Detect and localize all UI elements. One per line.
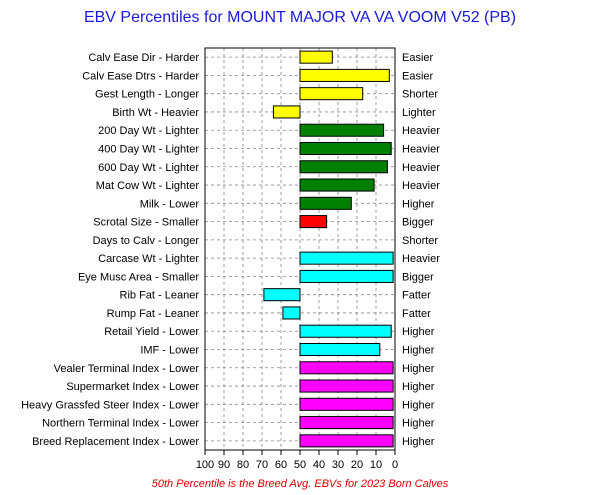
- trait-label: Gest Length - Longer: [95, 89, 199, 101]
- trait-direction-label: Lighter: [402, 107, 436, 119]
- trait-label: Retail Yield - Lower: [104, 326, 199, 338]
- trait-label: Carcase Wt - Lighter: [98, 253, 199, 265]
- trait-label: Calv Ease Dtrs - Harder: [82, 70, 199, 82]
- trait-label: Heavy Grassfed Steer Index - Lower: [21, 399, 199, 411]
- x-tick-label: 70: [256, 459, 268, 471]
- trait-label: IMF - Lower: [140, 345, 199, 357]
- percentile-bar: [299, 269, 394, 283]
- trait-direction-label: Higher: [402, 363, 435, 375]
- percentile-bar: [299, 379, 394, 393]
- trait-direction-label: Higher: [402, 326, 435, 338]
- trait-direction-label: Heavier: [402, 144, 440, 156]
- chart-title: EBV Percentiles for MOUNT MAJOR VA VA VO…: [84, 9, 516, 26]
- trait-direction-label: Higher: [402, 198, 435, 210]
- x-tick-label: 30: [332, 459, 344, 471]
- trait-label: Birth Wt - Heavier: [112, 107, 199, 119]
- x-axis-ticks: 100 90 80 70 60 50 40 30 20 10 0: [196, 450, 398, 471]
- trait-direction-label: Higher: [402, 418, 435, 430]
- percentile-bar: [299, 87, 364, 101]
- trait-direction-label: Shorter: [402, 235, 438, 247]
- plot-frame: [204, 47, 396, 451]
- x-tick-label: 40: [313, 459, 325, 471]
- trait-direction-label: Higher: [402, 381, 435, 393]
- x-tick-label: 90: [218, 459, 230, 471]
- trait-label: 600 Day Wt - Lighter: [98, 162, 199, 174]
- chart-footnote: 50th Percentile is the Breed Avg. EBVs f…: [152, 478, 449, 490]
- percentile-bar: [299, 342, 381, 357]
- trait-label: Vealer Terminal Index - Lower: [54, 363, 200, 375]
- percentile-bar: [299, 178, 375, 192]
- percentile-bar: [299, 361, 394, 375]
- percentile-bar: [282, 306, 301, 320]
- percentile-bar: [299, 251, 394, 265]
- x-tick-label: 10: [370, 459, 382, 471]
- trait-label: Milk - Lower: [140, 198, 200, 210]
- x-tick-label: 80: [237, 459, 249, 471]
- trait-direction-label: Bigger: [402, 217, 434, 229]
- x-tick-label: 100: [196, 459, 214, 471]
- trait-label: Calv Ease Dir - Harder: [88, 52, 199, 64]
- trait-label: Scrotal Size - Smaller: [93, 217, 199, 229]
- trait-direction-label: Fatter: [402, 290, 431, 302]
- trait-direction-label: Easier: [402, 70, 434, 82]
- trait-label: Mat Cow Wt - Lighter: [96, 180, 200, 192]
- trait-label: Supermarket Index - Lower: [66, 381, 199, 393]
- x-tick-label: 50: [294, 459, 306, 471]
- percentile-bar: [299, 434, 394, 448]
- trait-direction-label: Higher: [402, 436, 435, 448]
- percentile-bar: [299, 416, 394, 430]
- trait-label: Northern Terminal Index - Lower: [42, 418, 199, 430]
- percentile-bar: [299, 324, 392, 338]
- trait-direction-label: Bigger: [402, 271, 434, 283]
- x-tick-label: 20: [351, 459, 363, 471]
- trait-label: Rib Fat - Leaner: [120, 290, 200, 302]
- percentile-bar: [299, 141, 392, 156]
- trait-label: 400 Day Wt - Lighter: [98, 144, 199, 156]
- trait-direction-label: Easier: [402, 52, 434, 64]
- percentile-bar: [299, 160, 388, 174]
- x-tick-label: 60: [275, 459, 287, 471]
- trait-label: Days to Calv - Longer: [93, 235, 200, 247]
- trait-direction-label: Heavier: [402, 180, 440, 192]
- percentile-bar: [272, 105, 301, 119]
- trait-labels: Calv Ease Dir - Harder Easier Calv Ease Dt…: [21, 52, 440, 448]
- trait-label: 200 Day Wt - Lighter: [98, 125, 199, 137]
- x-tick-label: 0: [392, 459, 398, 471]
- trait-label: Rump Fat - Leaner: [107, 308, 200, 320]
- percentile-bar: [299, 68, 390, 82]
- trait-direction-label: Higher: [402, 399, 435, 411]
- trait-direction-label: Shorter: [402, 89, 438, 101]
- trait-direction-label: Heavier: [402, 162, 440, 174]
- percentile-bar: [299, 196, 352, 210]
- percentile-bar: [299, 50, 333, 64]
- bars: [263, 50, 394, 448]
- percentile-bar: [299, 397, 394, 411]
- trait-direction-label: Fatter: [402, 308, 431, 320]
- percentile-bar: [299, 215, 328, 229]
- trait-direction-label: Higher: [402, 345, 435, 357]
- percentile-bar: [299, 123, 385, 137]
- percentile-bar: [263, 288, 301, 302]
- trait-label: Breed Replacement Index - Lower: [32, 436, 199, 448]
- trait-label: Eye Musc Area - Smaller: [78, 271, 199, 283]
- trait-direction-label: Heavier: [402, 253, 440, 265]
- trait-direction-label: Heavier: [402, 125, 440, 137]
